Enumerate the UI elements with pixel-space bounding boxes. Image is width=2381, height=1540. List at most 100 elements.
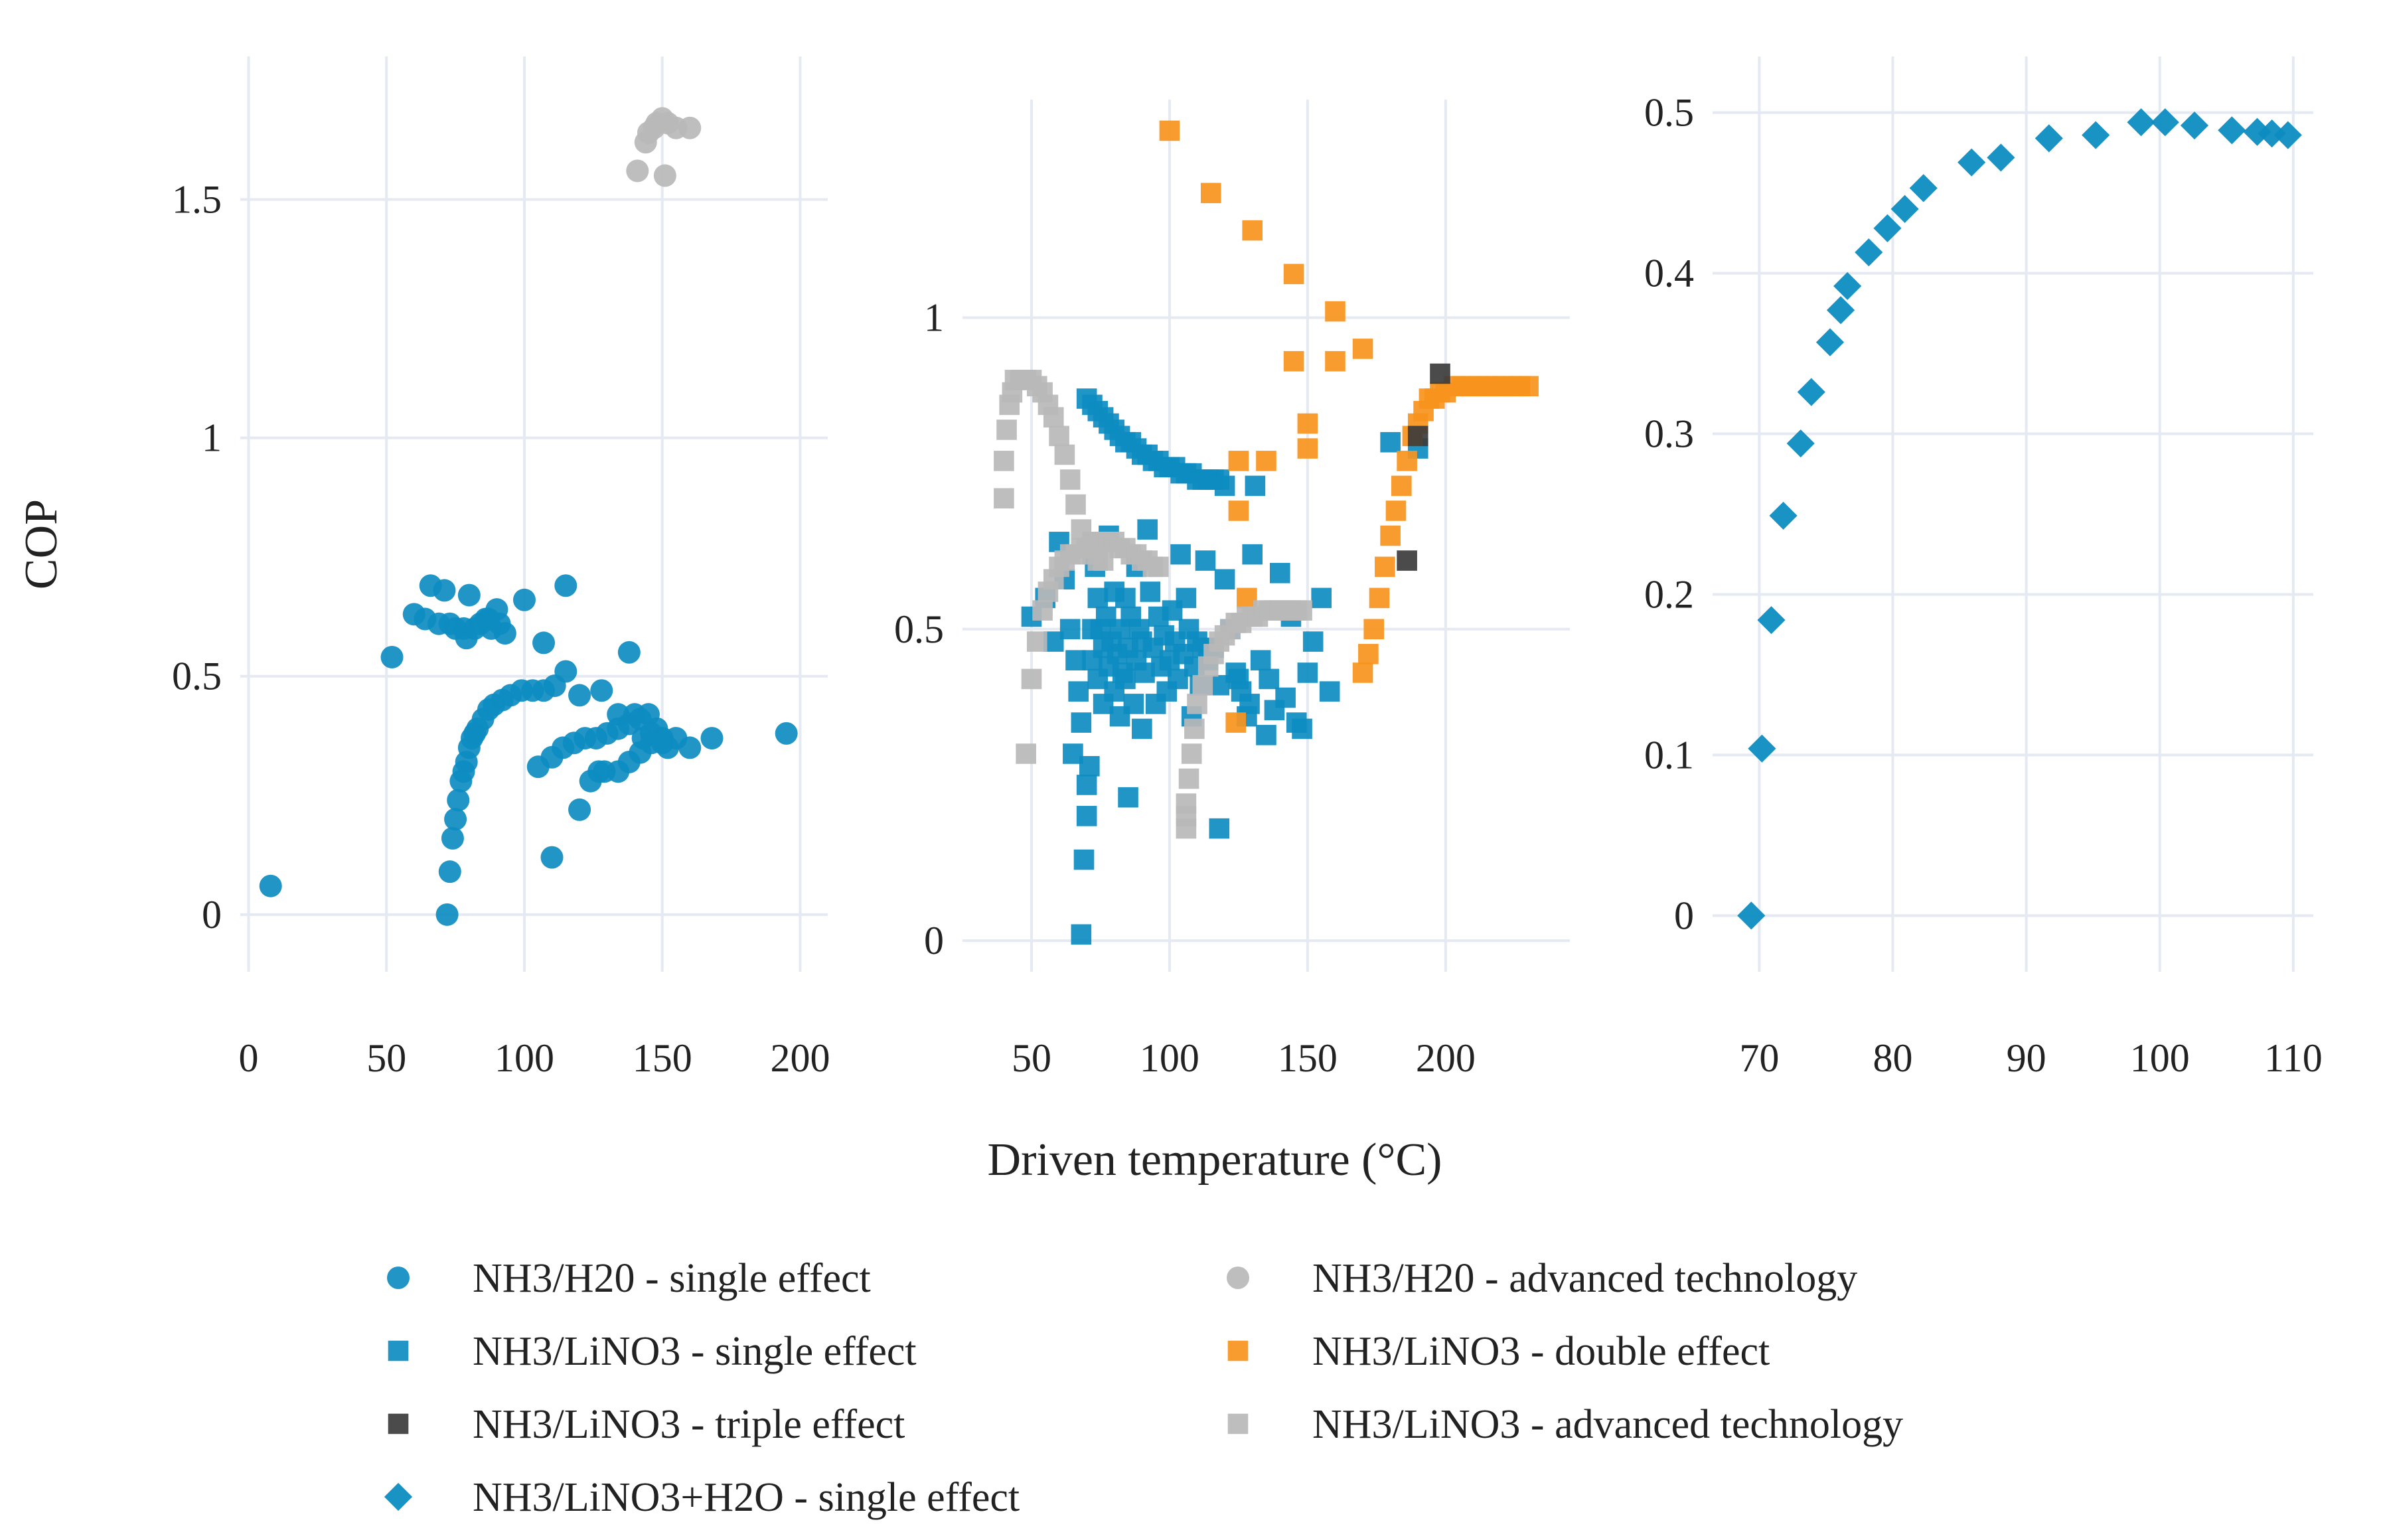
legend-item: NH3/H20 - advanced technology — [1227, 1256, 1857, 1301]
data-point — [1352, 339, 1373, 359]
data-point — [1201, 183, 1221, 204]
left-x-tick-label: 50 — [366, 1036, 406, 1080]
data-point — [2127, 108, 2155, 137]
legend-marker — [1227, 1413, 1249, 1434]
data-point — [653, 164, 676, 187]
data-point — [1118, 787, 1138, 808]
data-point — [1140, 581, 1161, 602]
legend-marker — [388, 1340, 409, 1361]
data-point — [2273, 121, 2302, 149]
data-point — [1228, 501, 1249, 521]
data-point — [1256, 725, 1276, 745]
data-point — [1245, 475, 1266, 497]
data-point — [2035, 124, 2063, 153]
data-point — [2180, 111, 2209, 140]
data-point — [2258, 119, 2286, 148]
data-point — [2082, 121, 2110, 149]
data-point — [651, 732, 674, 755]
data-point — [1797, 378, 1825, 406]
data-point — [1076, 775, 1097, 795]
data-point — [1786, 429, 1815, 458]
data-point — [1059, 469, 1081, 490]
data-point — [1369, 587, 1390, 609]
data-point — [435, 903, 459, 926]
data-point — [1032, 600, 1053, 621]
data-point — [1250, 650, 1271, 671]
data-point — [1363, 619, 1385, 640]
data-point — [1115, 668, 1136, 690]
data-point — [444, 808, 467, 831]
data-point — [1292, 600, 1312, 621]
data-point — [1380, 431, 1401, 453]
right-y-tick-label: 0 — [1674, 893, 1694, 937]
legend-item: NH3/LiNO3 - single effect — [388, 1329, 917, 1374]
legend-item: NH3/LiNO3+H2O - single effect — [384, 1475, 1020, 1520]
data-point — [1209, 818, 1230, 839]
data-point — [996, 420, 1017, 440]
legend-marker — [384, 1482, 413, 1511]
data-point — [259, 874, 282, 897]
left-series — [259, 574, 798, 926]
data-point — [1225, 712, 1247, 733]
x-axis-title: Driven temperature (°C) — [988, 1134, 1442, 1186]
legend-marker — [387, 1267, 410, 1289]
middle-x-tick-label: 100 — [1140, 1036, 1199, 1080]
legend-item: NH3/H20 - single effect — [387, 1256, 871, 1301]
data-point — [433, 579, 456, 602]
data-point — [1358, 644, 1379, 664]
data-point — [2218, 116, 2246, 145]
data-point — [1195, 550, 1216, 571]
right-y-tick-label: 0.4 — [1644, 252, 1694, 295]
legend-label: NH3/H20 - advanced technology — [1312, 1256, 1857, 1301]
right-x-tick-label: 70 — [1739, 1036, 1779, 1080]
data-point — [447, 789, 470, 812]
y-axis-title: COP — [16, 499, 67, 589]
data-point — [1283, 264, 1304, 285]
legend-marker — [1227, 1267, 1249, 1289]
data-point — [1159, 120, 1180, 141]
data-point — [1430, 363, 1450, 384]
middle-y-tick-label: 1 — [924, 296, 944, 340]
data-point — [1757, 606, 1786, 635]
data-point — [554, 660, 577, 683]
data-point — [1021, 668, 1042, 690]
data-point — [1214, 569, 1235, 589]
data-point — [1385, 501, 1407, 521]
left-y-tick-label: 0 — [202, 893, 222, 937]
data-point — [1256, 451, 1276, 471]
right-x-tick-label: 100 — [2130, 1036, 2190, 1080]
data-point — [1043, 407, 1064, 427]
data-point — [994, 451, 1014, 471]
data-point — [1073, 849, 1095, 870]
data-point — [1242, 220, 1263, 241]
legend-item: NH3/LiNO3 - triple effect — [388, 1402, 905, 1447]
data-point — [1016, 743, 1036, 764]
right-y-tick-label: 0.3 — [1644, 412, 1694, 456]
data-point — [1178, 768, 1199, 789]
legend-label: NH3/LiNO3 - advanced technology — [1312, 1402, 1903, 1447]
data-point — [568, 798, 591, 821]
data-point — [1297, 662, 1318, 683]
data-point — [1737, 901, 1766, 930]
data-point — [540, 846, 564, 869]
data-point — [1319, 681, 1340, 702]
data-point — [1184, 718, 1205, 739]
legend-label: NH3/LiNO3 - double effect — [1312, 1329, 1770, 1374]
data-point — [1302, 631, 1324, 652]
data-point — [1242, 544, 1263, 565]
data-point — [512, 588, 536, 611]
left-series — [626, 107, 702, 187]
data-point — [1297, 413, 1318, 434]
data-point — [1518, 376, 1539, 397]
middle-x-tick-label: 200 — [1416, 1036, 1476, 1080]
data-point — [380, 645, 404, 668]
data-point — [1283, 350, 1304, 372]
data-point — [775, 722, 798, 745]
data-point — [1228, 451, 1249, 471]
data-point — [994, 488, 1014, 508]
data-point — [1079, 755, 1100, 777]
data-point — [1214, 475, 1235, 497]
data-point — [493, 622, 516, 645]
legend: NH3/H20 - single effect NH3/LiNO3 - singl… — [384, 1256, 1903, 1520]
